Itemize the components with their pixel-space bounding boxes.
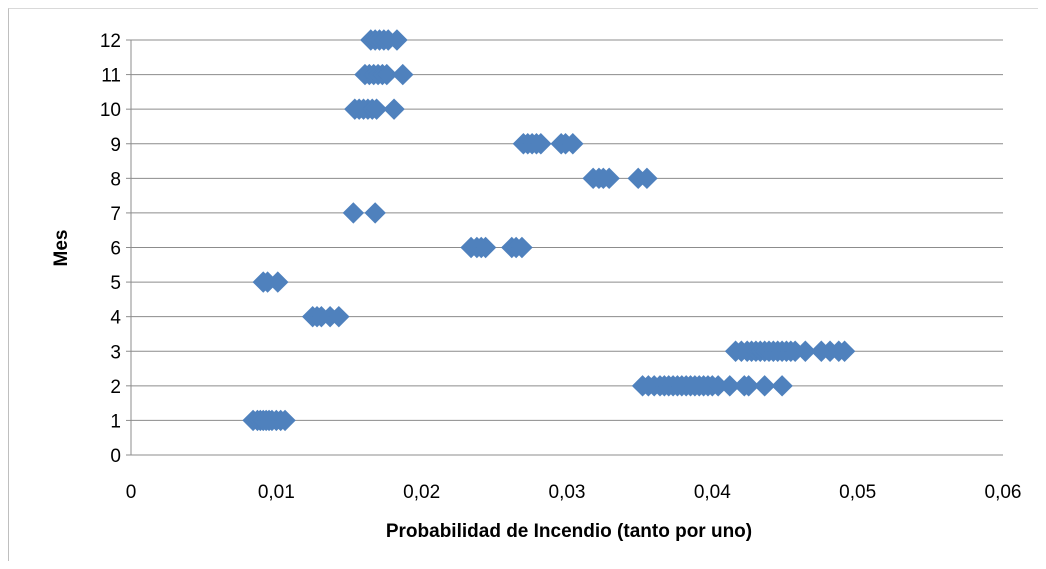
- data-points: [242, 29, 856, 432]
- data-point: [267, 271, 289, 293]
- y-tick-label: 8: [110, 169, 121, 190]
- chart-frame: [8, 8, 1038, 561]
- data-point: [771, 375, 793, 397]
- y-tick-label: 11: [101, 66, 121, 87]
- y-tick-label: 1: [110, 411, 121, 432]
- data-point: [328, 305, 350, 328]
- x-tick-label: 0: [126, 482, 137, 503]
- x-tick-labels: 0 0,01 0,02 0,03 0,04 0,05 0,06: [126, 482, 1022, 503]
- data-point: [636, 167, 658, 190]
- data-point: [719, 375, 741, 397]
- data-point: [598, 167, 620, 190]
- x-tick-label: 0,05: [839, 482, 876, 503]
- data-point: [386, 29, 408, 51]
- data-point: [365, 98, 388, 120]
- x-tick-label: 0,04: [694, 482, 731, 503]
- gridlines: [131, 39, 1003, 421]
- x-tick-label: 0,02: [403, 482, 440, 503]
- y-tick-label: 10: [100, 100, 121, 121]
- data-point: [511, 236, 533, 259]
- data-point: [753, 375, 776, 397]
- data-point: [794, 340, 817, 362]
- data-point: [392, 63, 414, 86]
- x-tick-label: 0,01: [258, 482, 295, 503]
- y-tick-label: 2: [110, 377, 121, 398]
- y-tick-label: 7: [110, 204, 121, 225]
- x-axis-title: Probabilidad de Incendio (tanto por uno): [386, 521, 752, 542]
- y-tick-label: 12: [100, 31, 121, 52]
- y-tick-label: 5: [110, 273, 121, 294]
- data-point: [342, 202, 365, 224]
- data-point: [474, 236, 497, 259]
- y-axis-title: Mes: [51, 230, 72, 267]
- x-tick-label: 0,06: [985, 482, 1022, 503]
- y-tick-label: 9: [110, 135, 121, 156]
- data-point: [383, 98, 405, 120]
- data-point: [376, 63, 398, 86]
- x-tick-label: 0,03: [549, 482, 586, 503]
- data-point: [274, 409, 296, 432]
- data-point: [562, 133, 584, 155]
- data-point: [833, 340, 856, 362]
- data-point: [530, 133, 552, 155]
- y-tick-label: 4: [110, 308, 121, 329]
- y-tick-label: 3: [110, 342, 121, 363]
- data-point: [737, 375, 760, 397]
- y-tick-label: 0: [110, 446, 121, 467]
- data-point: [364, 202, 386, 224]
- axes: [126, 39, 1003, 456]
- y-tick-label: 6: [110, 239, 121, 260]
